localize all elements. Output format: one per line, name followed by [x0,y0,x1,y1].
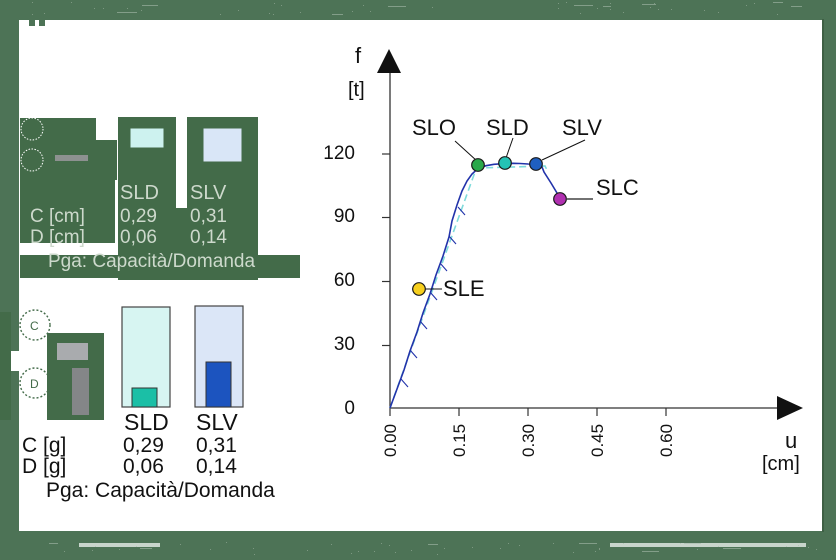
svg-text:f: f [355,43,362,68]
svg-text:SLC: SLC [596,175,639,200]
svg-text:0.00: 0.00 [381,424,400,457]
svg-text:[cm]: [cm] [762,453,800,475]
svg-text:60: 60 [334,270,355,291]
svg-text:SLV: SLV [562,115,602,140]
svg-text:0.15: 0.15 [450,424,469,457]
svg-text:0: 0 [344,398,355,419]
svg-text:u: u [785,428,797,453]
svg-text:SLD: SLD [486,115,529,140]
svg-text:0.60: 0.60 [657,424,676,457]
svg-text:SLO: SLO [412,115,456,140]
svg-text:90: 90 [334,206,355,227]
svg-text:SLE: SLE [443,276,485,301]
svg-text:120: 120 [323,143,355,164]
svg-text:[t]: [t] [348,79,365,101]
svg-text:0.30: 0.30 [519,424,538,457]
svg-text:30: 30 [334,334,355,355]
svg-text:0.45: 0.45 [588,424,607,457]
